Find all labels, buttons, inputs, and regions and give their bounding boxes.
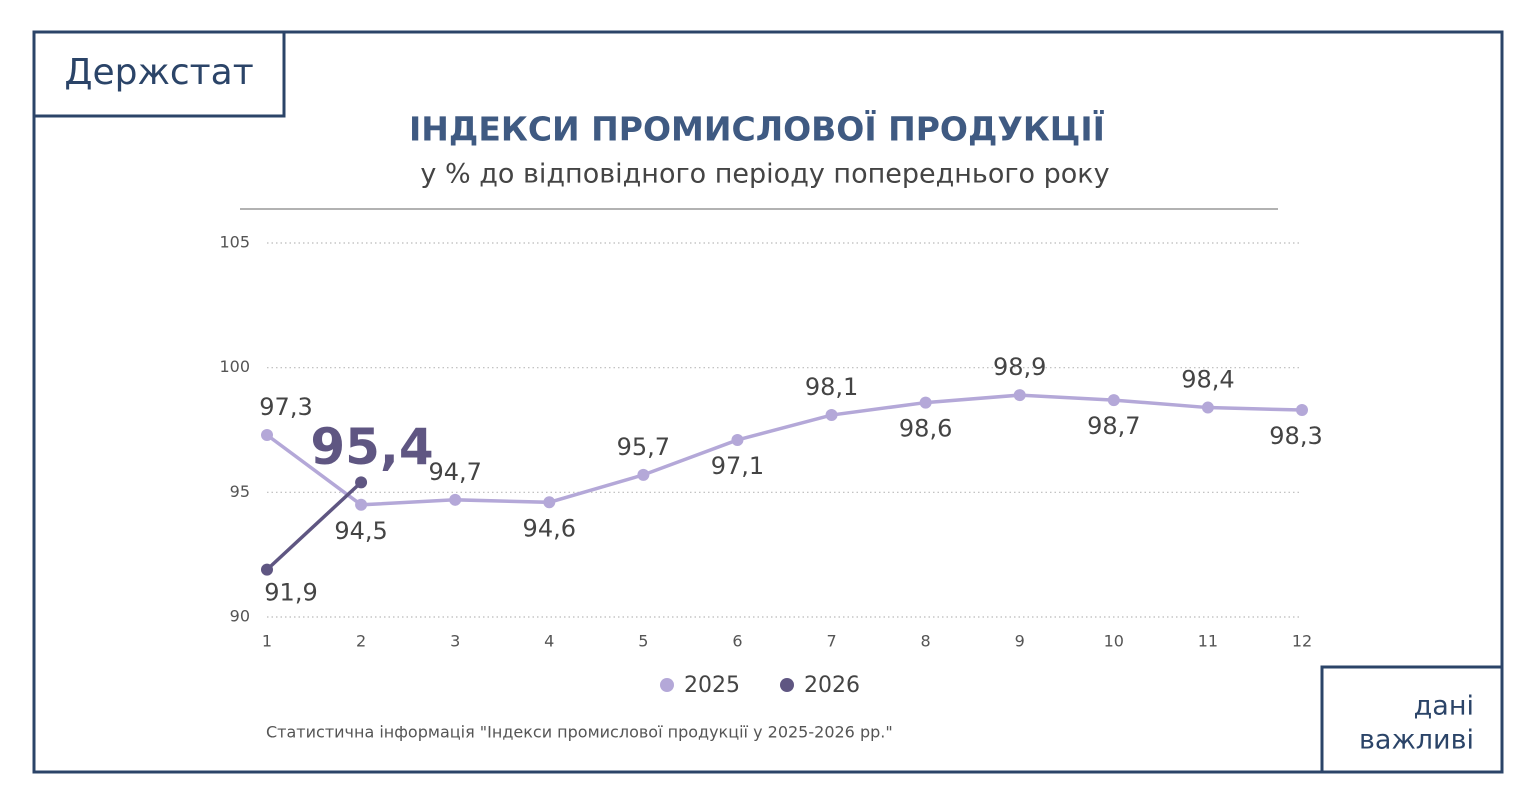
x-tick-label: 9 <box>1015 632 1025 651</box>
x-tick-label: 12 <box>1292 632 1312 651</box>
brand: Держстат <box>64 52 253 93</box>
x-tick-label: 3 <box>450 632 460 651</box>
data-label: 97,3 <box>259 393 312 421</box>
x-tick-label: 1 <box>262 632 272 651</box>
data-point <box>355 476 368 489</box>
legend-label: 2026 <box>804 673 860 698</box>
corner-text: важливі <box>1359 725 1474 756</box>
data-label: 98,1 <box>805 373 858 401</box>
data-label: 94,7 <box>428 458 481 486</box>
x-tick-label: 10 <box>1104 632 1124 651</box>
x-tick-label: 11 <box>1198 632 1218 651</box>
data-point <box>1201 401 1214 414</box>
source-note: Статистична інформація "Індекси промисло… <box>266 723 893 742</box>
data-point <box>543 496 556 509</box>
data-label: 95,7 <box>617 433 670 461</box>
data-label: 94,5 <box>334 517 387 545</box>
data-point <box>919 396 932 409</box>
data-label: 95,4 <box>310 418 433 476</box>
data-label: 97,1 <box>711 452 764 480</box>
series-line <box>265 481 363 571</box>
x-tick-label: 4 <box>544 632 554 651</box>
y-tick-label: 105 <box>219 233 250 252</box>
data-label: 91,9 <box>264 579 317 607</box>
data-label: 94,6 <box>523 514 576 542</box>
x-tick-label: 5 <box>638 632 648 651</box>
data-label: 98,3 <box>1269 422 1322 450</box>
data-point <box>1296 404 1308 417</box>
frame <box>32 30 1504 774</box>
corner-box <box>1320 665 1504 774</box>
x-tick-label: 6 <box>732 632 742 651</box>
y-tick-label: 90 <box>230 607 250 626</box>
data-point <box>261 563 273 576</box>
x-tick-label: 7 <box>826 632 836 651</box>
chart-title: ІНДЕКСИ ПРОМИСЛОВОЇ ПРОДУКЦІЇ <box>409 109 1105 149</box>
legend-marker <box>660 678 674 692</box>
chart-subtitle: у % до відповідного періоду попереднього… <box>420 159 1109 190</box>
data-point <box>449 493 462 506</box>
data-point <box>825 409 838 422</box>
data-point <box>355 498 368 511</box>
data-point <box>261 428 273 441</box>
corner-text: дані <box>1414 691 1474 722</box>
data-point <box>1107 394 1120 407</box>
data-label: 98,6 <box>899 415 952 443</box>
x-tick-label: 8 <box>921 632 931 651</box>
y-tick-label: 100 <box>219 357 250 376</box>
x-tick-label: 2 <box>356 632 366 651</box>
legend-label: 2025 <box>684 673 740 698</box>
data-label: 98,9 <box>993 353 1046 381</box>
legend-marker <box>780 678 794 692</box>
series-line <box>265 393 1303 507</box>
data-point <box>731 433 744 446</box>
data-point <box>637 468 650 481</box>
logo-box <box>32 30 286 118</box>
data-label: 98,4 <box>1181 366 1234 394</box>
data-point <box>1013 389 1026 402</box>
data-label: 98,7 <box>1087 412 1140 440</box>
y-tick-label: 95 <box>230 482 250 501</box>
